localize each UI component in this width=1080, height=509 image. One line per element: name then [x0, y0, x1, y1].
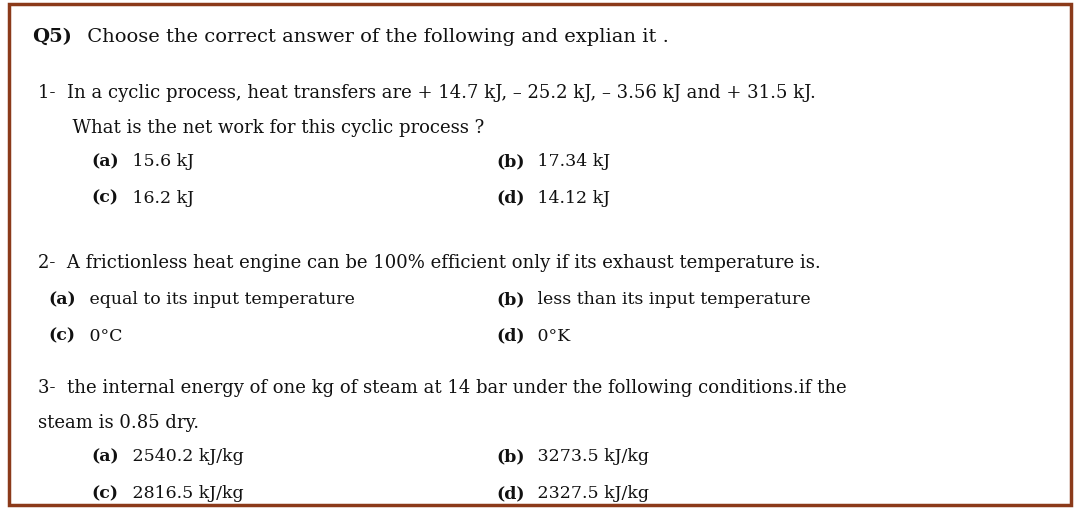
Text: Choose the correct answer of the following and explian it .: Choose the correct answer of the followi… [81, 28, 669, 46]
Text: (a): (a) [92, 153, 120, 170]
Text: 0°K: 0°K [532, 328, 570, 345]
FancyBboxPatch shape [9, 4, 1071, 505]
Text: (b): (b) [497, 448, 525, 465]
Text: (a): (a) [49, 291, 77, 308]
Text: (d): (d) [497, 485, 525, 502]
Text: 2540.2 kJ/kg: 2540.2 kJ/kg [127, 448, 244, 465]
Text: less than its input temperature: less than its input temperature [532, 291, 811, 308]
Text: 2-  A frictionless heat engine can be 100% efficient only if its exhaust tempera: 2- A frictionless heat engine can be 100… [38, 254, 821, 272]
Text: (c): (c) [92, 190, 119, 207]
Text: (a): (a) [92, 448, 120, 465]
Text: 2327.5 kJ/kg: 2327.5 kJ/kg [532, 485, 649, 502]
Text: 1-  In a cyclic process, heat transfers are + 14.7 kJ, – 25.2 kJ, – 3.56 kJ and : 1- In a cyclic process, heat transfers a… [38, 84, 815, 102]
Text: 0°C: 0°C [84, 328, 123, 345]
Text: 16.2 kJ: 16.2 kJ [127, 190, 194, 207]
Text: (c): (c) [49, 328, 76, 345]
Text: equal to its input temperature: equal to its input temperature [84, 291, 355, 308]
Text: steam is 0.85 dry.: steam is 0.85 dry. [38, 414, 199, 432]
Text: What is the net work for this cyclic process ?: What is the net work for this cyclic pro… [38, 119, 484, 136]
Text: Q5): Q5) [32, 28, 72, 46]
Text: (b): (b) [497, 291, 525, 308]
Text: (c): (c) [92, 485, 119, 502]
Text: 17.34 kJ: 17.34 kJ [532, 153, 610, 170]
Text: (d): (d) [497, 190, 525, 207]
Text: 2816.5 kJ/kg: 2816.5 kJ/kg [127, 485, 244, 502]
Text: 3-  the internal energy of one kg of steam at 14 bar under the following conditi: 3- the internal energy of one kg of stea… [38, 379, 847, 397]
Text: 3273.5 kJ/kg: 3273.5 kJ/kg [532, 448, 649, 465]
Text: (b): (b) [497, 153, 525, 170]
Text: 15.6 kJ: 15.6 kJ [127, 153, 194, 170]
Text: 14.12 kJ: 14.12 kJ [532, 190, 610, 207]
Text: (d): (d) [497, 328, 525, 345]
